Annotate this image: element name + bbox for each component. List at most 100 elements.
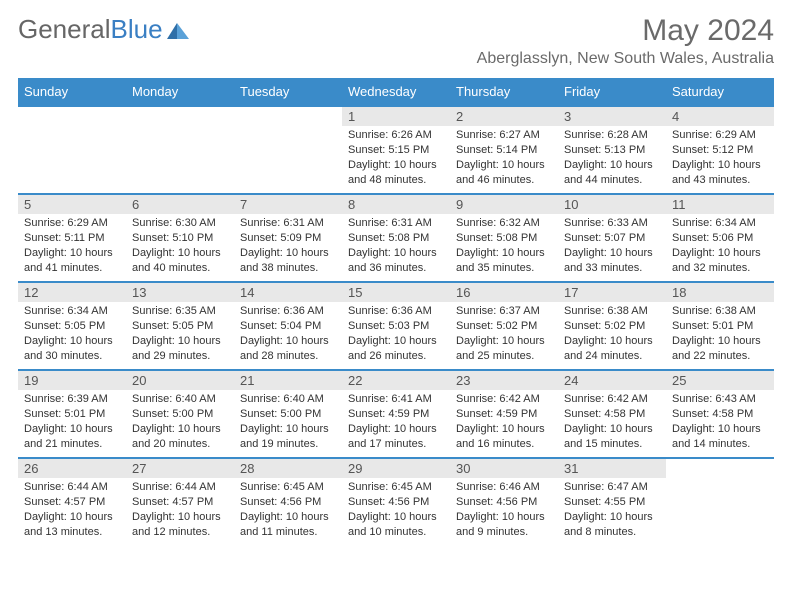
day-number: 20 [126, 371, 234, 390]
calendar-day-cell: 25Sunrise: 6:43 AMSunset: 4:58 PMDayligh… [666, 370, 774, 458]
day-number: 3 [558, 107, 666, 126]
day-details: Sunrise: 6:41 AMSunset: 4:59 PMDaylight:… [342, 390, 450, 455]
day-details: Sunrise: 6:37 AMSunset: 5:02 PMDaylight:… [450, 302, 558, 367]
day-details: Sunrise: 6:46 AMSunset: 4:56 PMDaylight:… [450, 478, 558, 543]
day-number: 13 [126, 283, 234, 302]
weekday-header: Friday [558, 78, 666, 106]
day-number: 12 [18, 283, 126, 302]
day-details: Sunrise: 6:35 AMSunset: 5:05 PMDaylight:… [126, 302, 234, 367]
title-block: May 2024 Aberglasslyn, New South Wales, … [477, 14, 774, 68]
day-number: 31 [558, 459, 666, 478]
day-number: 2 [450, 107, 558, 126]
brand-logo: GeneralBlue [18, 14, 195, 45]
brand-part2: Blue [111, 14, 163, 44]
day-details: Sunrise: 6:36 AMSunset: 5:04 PMDaylight:… [234, 302, 342, 367]
calendar-day-cell: 10Sunrise: 6:33 AMSunset: 5:07 PMDayligh… [558, 194, 666, 282]
day-details: Sunrise: 6:29 AMSunset: 5:12 PMDaylight:… [666, 126, 774, 191]
calendar-week-row: ......1Sunrise: 6:26 AMSunset: 5:15 PMDa… [18, 106, 774, 194]
calendar-day-cell: 15Sunrise: 6:36 AMSunset: 5:03 PMDayligh… [342, 282, 450, 370]
calendar-day-cell: 13Sunrise: 6:35 AMSunset: 5:05 PMDayligh… [126, 282, 234, 370]
day-number: 27 [126, 459, 234, 478]
brand-part1: General [18, 14, 111, 44]
weekday-header: Saturday [666, 78, 774, 106]
day-details: Sunrise: 6:31 AMSunset: 5:08 PMDaylight:… [342, 214, 450, 279]
day-details: Sunrise: 6:33 AMSunset: 5:07 PMDaylight:… [558, 214, 666, 279]
day-number: 5 [18, 195, 126, 214]
calendar-table: SundayMondayTuesdayWednesdayThursdayFrid… [18, 78, 774, 546]
day-number: 29 [342, 459, 450, 478]
day-number: 30 [450, 459, 558, 478]
calendar-day-cell: 28Sunrise: 6:45 AMSunset: 4:56 PMDayligh… [234, 458, 342, 546]
calendar-day-cell: .. [126, 106, 234, 194]
day-details: Sunrise: 6:38 AMSunset: 5:01 PMDaylight:… [666, 302, 774, 367]
day-details: Sunrise: 6:45 AMSunset: 4:56 PMDaylight:… [342, 478, 450, 543]
weekday-header: Thursday [450, 78, 558, 106]
day-details: Sunrise: 6:42 AMSunset: 4:58 PMDaylight:… [558, 390, 666, 455]
calendar-week-row: 12Sunrise: 6:34 AMSunset: 5:05 PMDayligh… [18, 282, 774, 370]
day-number: 17 [558, 283, 666, 302]
day-details: Sunrise: 6:43 AMSunset: 4:58 PMDaylight:… [666, 390, 774, 455]
weekday-header: Monday [126, 78, 234, 106]
calendar-day-cell: 20Sunrise: 6:40 AMSunset: 5:00 PMDayligh… [126, 370, 234, 458]
day-number: 22 [342, 371, 450, 390]
calendar-day-cell: 12Sunrise: 6:34 AMSunset: 5:05 PMDayligh… [18, 282, 126, 370]
day-number: 15 [342, 283, 450, 302]
calendar-day-cell: 24Sunrise: 6:42 AMSunset: 4:58 PMDayligh… [558, 370, 666, 458]
header: GeneralBlue May 2024 Aberglasslyn, New S… [18, 14, 774, 68]
day-details: Sunrise: 6:29 AMSunset: 5:11 PMDaylight:… [18, 214, 126, 279]
day-number: 11 [666, 195, 774, 214]
day-number: 9 [450, 195, 558, 214]
day-details: Sunrise: 6:39 AMSunset: 5:01 PMDaylight:… [18, 390, 126, 455]
calendar-day-cell: 17Sunrise: 6:38 AMSunset: 5:02 PMDayligh… [558, 282, 666, 370]
calendar-day-cell: 7Sunrise: 6:31 AMSunset: 5:09 PMDaylight… [234, 194, 342, 282]
day-number: 23 [450, 371, 558, 390]
calendar-day-cell: 3Sunrise: 6:28 AMSunset: 5:13 PMDaylight… [558, 106, 666, 194]
brand-text: GeneralBlue [18, 14, 163, 45]
day-number: 14 [234, 283, 342, 302]
day-number: 10 [558, 195, 666, 214]
calendar-day-cell: 11Sunrise: 6:34 AMSunset: 5:06 PMDayligh… [666, 194, 774, 282]
day-details: Sunrise: 6:45 AMSunset: 4:56 PMDaylight:… [234, 478, 342, 543]
day-number: 16 [450, 283, 558, 302]
day-number: 8 [342, 195, 450, 214]
day-number: 24 [558, 371, 666, 390]
calendar-week-row: 26Sunrise: 6:44 AMSunset: 4:57 PMDayligh… [18, 458, 774, 546]
calendar-day-cell: .. [666, 458, 774, 546]
calendar-day-cell: 4Sunrise: 6:29 AMSunset: 5:12 PMDaylight… [666, 106, 774, 194]
day-details: Sunrise: 6:36 AMSunset: 5:03 PMDaylight:… [342, 302, 450, 367]
weekday-header: Tuesday [234, 78, 342, 106]
day-details: Sunrise: 6:44 AMSunset: 4:57 PMDaylight:… [18, 478, 126, 543]
brand-mark-icon [167, 21, 195, 39]
calendar-day-cell: 26Sunrise: 6:44 AMSunset: 4:57 PMDayligh… [18, 458, 126, 546]
weekday-header: Sunday [18, 78, 126, 106]
day-details: Sunrise: 6:26 AMSunset: 5:15 PMDaylight:… [342, 126, 450, 191]
month-title: May 2024 [477, 14, 774, 48]
calendar-day-cell: 19Sunrise: 6:39 AMSunset: 5:01 PMDayligh… [18, 370, 126, 458]
calendar-day-cell: 1Sunrise: 6:26 AMSunset: 5:15 PMDaylight… [342, 106, 450, 194]
day-details: Sunrise: 6:28 AMSunset: 5:13 PMDaylight:… [558, 126, 666, 191]
day-number: 7 [234, 195, 342, 214]
day-details: Sunrise: 6:30 AMSunset: 5:10 PMDaylight:… [126, 214, 234, 279]
location-text: Aberglasslyn, New South Wales, Australia [477, 50, 774, 68]
calendar-week-row: 5Sunrise: 6:29 AMSunset: 5:11 PMDaylight… [18, 194, 774, 282]
calendar-day-cell: 29Sunrise: 6:45 AMSunset: 4:56 PMDayligh… [342, 458, 450, 546]
day-number: 18 [666, 283, 774, 302]
weekday-header: Wednesday [342, 78, 450, 106]
calendar-day-cell: .. [18, 106, 126, 194]
calendar-day-cell: 22Sunrise: 6:41 AMSunset: 4:59 PMDayligh… [342, 370, 450, 458]
calendar-day-cell: 27Sunrise: 6:44 AMSunset: 4:57 PMDayligh… [126, 458, 234, 546]
day-details: Sunrise: 6:31 AMSunset: 5:09 PMDaylight:… [234, 214, 342, 279]
day-number: 1 [342, 107, 450, 126]
calendar-day-cell: 18Sunrise: 6:38 AMSunset: 5:01 PMDayligh… [666, 282, 774, 370]
calendar-day-cell: 9Sunrise: 6:32 AMSunset: 5:08 PMDaylight… [450, 194, 558, 282]
calendar-day-cell: 16Sunrise: 6:37 AMSunset: 5:02 PMDayligh… [450, 282, 558, 370]
day-number: 6 [126, 195, 234, 214]
weekday-header-row: SundayMondayTuesdayWednesdayThursdayFrid… [18, 78, 774, 106]
day-details: Sunrise: 6:40 AMSunset: 5:00 PMDaylight:… [126, 390, 234, 455]
day-number: 26 [18, 459, 126, 478]
day-details: Sunrise: 6:44 AMSunset: 4:57 PMDaylight:… [126, 478, 234, 543]
calendar-day-cell: 31Sunrise: 6:47 AMSunset: 4:55 PMDayligh… [558, 458, 666, 546]
calendar-day-cell: 21Sunrise: 6:40 AMSunset: 5:00 PMDayligh… [234, 370, 342, 458]
day-number: 4 [666, 107, 774, 126]
calendar-day-cell: 14Sunrise: 6:36 AMSunset: 5:04 PMDayligh… [234, 282, 342, 370]
